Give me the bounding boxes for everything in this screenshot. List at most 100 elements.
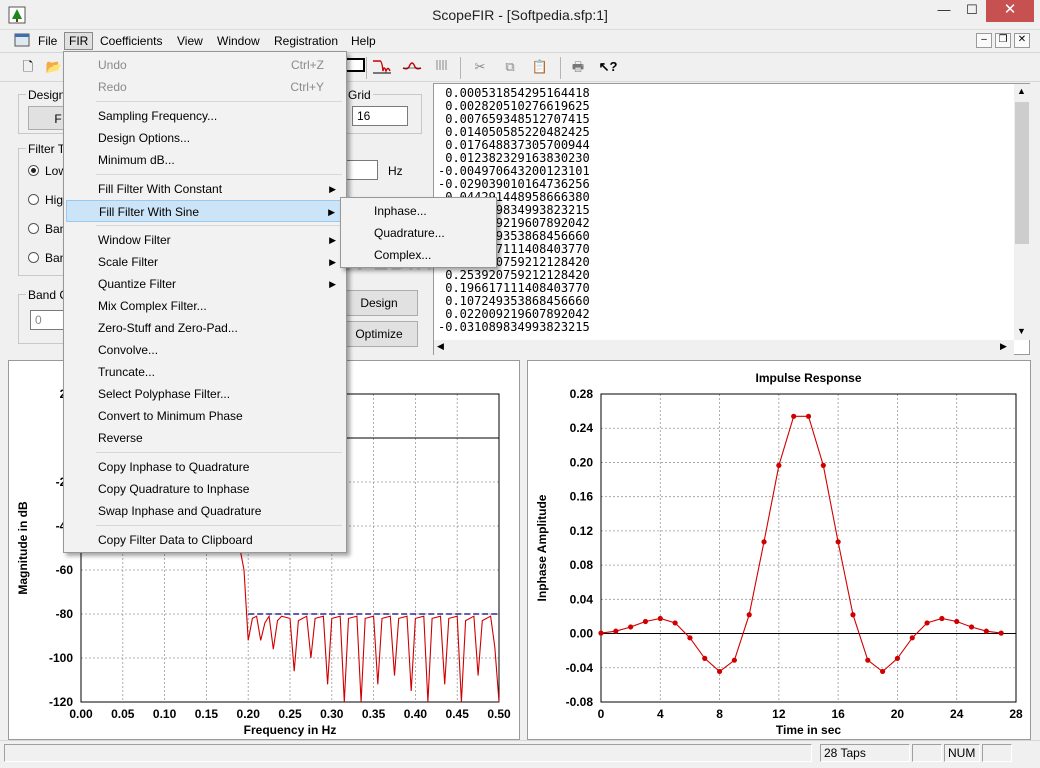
x-tick-label: 16 — [831, 707, 845, 721]
fir-menu-item-swap-inphase-and-quadrature[interactable]: Swap Inphase and Quadrature — [98, 504, 262, 518]
x-tick-label: 0.05 — [111, 707, 135, 721]
new-icon[interactable]: 🗋 — [22, 59, 34, 74]
fir-menu-item-redo: Redo Ctrl+Y — [66, 76, 344, 98]
grid-input[interactable]: 16 — [352, 106, 408, 126]
fir-menu-item-convert-to-minimum-phase[interactable]: Convert to Minimum Phase — [98, 409, 243, 423]
filter-type-lowpass[interactable]: Low — [28, 164, 67, 178]
coefficient-list[interactable]: 0.000531854295164418 0.00282051027661962… — [433, 83, 1030, 355]
x-axis-label: Frequency in Hz — [244, 723, 337, 737]
coefficient-row: -0.029039010164736256 — [438, 177, 590, 191]
coefficient-row: 0.014050585220482425 — [438, 125, 590, 139]
fill-sine-submenu: Inphase... Quadrature... Complex... — [340, 197, 497, 268]
window-title: ScopeFIR - [Softpedia.sfp:1] — [432, 7, 608, 23]
impulse-point — [687, 635, 693, 641]
x-tick-label: 0.10 — [153, 707, 177, 721]
fir-menu-item-quantize-filter[interactable]: Quantize Filter ▶ — [66, 273, 344, 295]
impulse-point — [909, 635, 915, 641]
impulse-point — [835, 539, 841, 545]
x-tick-label: 0.30 — [320, 707, 344, 721]
impulse-point — [865, 657, 871, 663]
fir-menu-item-fill-filter-with-constant[interactable]: Fill Filter With Constant ▶ — [66, 178, 344, 200]
impulse-point — [954, 618, 960, 625]
impulse-point — [983, 628, 989, 634]
impulse-point — [598, 630, 604, 636]
filter-type-legend: Filter Ty — [26, 142, 73, 156]
plot-frame — [600, 393, 1017, 703]
impulse-point — [998, 630, 1004, 636]
menu-window[interactable]: Window — [217, 34, 260, 48]
impulse-point — [924, 620, 930, 626]
menu-separator — [96, 101, 342, 102]
menu-help[interactable]: Help — [351, 34, 376, 48]
menu-registration[interactable]: Registration — [274, 34, 339, 48]
fir-menu-item-copy-quadrature-to-inphase[interactable]: Copy Quadrature to Inphase — [98, 482, 250, 496]
fir-menu-item-copy-inphase-to-quadrature[interactable]: Copy Inphase to Quadrature — [98, 460, 250, 474]
y-axis-label: Magnitude in dB — [16, 501, 30, 595]
mdi-close-button[interactable]: ✕ — [1014, 33, 1030, 48]
minimize-button[interactable]: — — [937, 2, 951, 17]
cut-icon[interactable]: ✂ — [474, 59, 486, 74]
design-button[interactable]: Design — [340, 290, 418, 316]
fir-menu-item-truncate[interactable]: Truncate... — [98, 365, 155, 379]
context-help-icon[interactable]: ↖? — [598, 59, 618, 74]
submenu-complex[interactable]: Complex... — [374, 248, 432, 262]
fir-menu-item-design-options[interactable]: Design Options... — [98, 131, 191, 145]
mdi-restore-button[interactable]: ❐ — [995, 33, 1011, 48]
close-button[interactable]: ✕ — [986, 0, 1034, 22]
document-icon[interactable] — [14, 33, 30, 47]
print-icon[interactable]: 🖶 — [571, 59, 585, 74]
magnitude-plot-icon[interactable] — [370, 57, 394, 79]
fir-menu-item-fill-filter-with-sine[interactable]: Fill Filter With Sine ▶ — [66, 200, 344, 222]
fir-menu-item-convolve[interactable]: Convolve... — [98, 343, 159, 357]
frequency-input[interactable] — [344, 160, 378, 180]
mdi-minimize-button[interactable]: – — [976, 33, 992, 48]
fir-menu-item-window-filter[interactable]: Window Filter ▶ — [66, 229, 344, 251]
open-icon[interactable]: 📂 — [45, 59, 63, 74]
x-tick-label: 28 — [1009, 707, 1023, 721]
horizontal-scrollbar[interactable]: ◀ ▶ — [434, 340, 1014, 355]
title-bar: ScopeFIR - [Softpedia.sfp:1] — ☐ ✕ — [0, 0, 1040, 30]
fir-menu-item-reverse[interactable]: Reverse — [98, 431, 143, 445]
filter-type-highpass[interactable]: Hig — [28, 193, 63, 207]
fir-menu-item-zero-stuff-and-zero-pad[interactable]: Zero-Stuff and Zero-Pad... — [98, 321, 238, 335]
menu-coefficients[interactable]: Coefficients — [100, 34, 163, 48]
y-tick-label: 0.24 — [570, 421, 594, 435]
impulse-point — [791, 413, 797, 419]
x-tick-label: 0.40 — [404, 707, 428, 721]
impulse-series — [600, 415, 1002, 673]
menu-fir[interactable]: FIR — [64, 32, 94, 50]
coefficient-row: 0.017648837305700944 — [438, 138, 590, 152]
scroll-thumb[interactable] — [1015, 102, 1029, 244]
submenu-arrow-icon: ▶ — [329, 235, 336, 245]
optimize-button[interactable]: Optimize — [340, 321, 418, 347]
x-tick-label: 0.50 — [487, 707, 511, 721]
submenu-inphase[interactable]: Inphase... — [374, 204, 427, 218]
x-axis-label: Time in sec — [776, 723, 841, 737]
maximize-button[interactable]: ☐ — [966, 2, 978, 17]
impulse-point — [672, 620, 678, 626]
filter-type-bandpass[interactable]: Ban — [28, 222, 66, 236]
table-icon[interactable] — [430, 57, 454, 79]
design-panel: Design F Grid 16 Filter Ty Low Hig Ban B… — [10, 82, 430, 352]
submenu-quadrature[interactable]: Quadrature... — [374, 226, 445, 240]
fir-menu-item-minimum-db[interactable]: Minimum dB... — [98, 153, 175, 167]
filter-type-bandstop[interactable]: Ban — [28, 251, 66, 265]
fir-menu-item-scale-filter[interactable]: Scale Filter ▶ — [66, 251, 344, 273]
submenu-arrow-icon: ▶ — [329, 257, 336, 267]
fir-menu-item-mix-complex-filter[interactable]: Mix Complex Filter... — [98, 299, 207, 313]
fir-menu: Undo Ctrl+Z Redo Ctrl+Y Sampling Frequency..… — [63, 51, 347, 553]
x-tick-label: 0.20 — [237, 707, 261, 721]
menu-view[interactable]: View — [177, 34, 203, 48]
paste-icon[interactable]: 📋 — [531, 59, 549, 74]
fir-menu-item-sampling-frequency[interactable]: Sampling Frequency... — [98, 109, 218, 123]
fir-menu-item-select-polyphase-filter[interactable]: Select Polyphase Filter... — [98, 387, 231, 401]
impulse-plot-icon[interactable] — [400, 57, 424, 79]
vertical-scrollbar[interactable]: ▲ ▼ — [1014, 84, 1030, 340]
menu-file[interactable]: File — [38, 34, 58, 48]
y-tick-label: -60 — [56, 563, 74, 577]
copy-icon[interactable]: ⧉ — [505, 59, 515, 74]
coefficient-row: 0.022009219607892042 — [438, 307, 590, 321]
y-tick-label: 0.16 — [570, 490, 594, 504]
toolbar: 🗋 📂 ✂ ⧉ 📋 🖶 ↖? — [0, 52, 1040, 82]
fir-menu-item-copy-filter-data-to-clipboard[interactable]: Copy Filter Data to Clipboard — [98, 533, 253, 547]
